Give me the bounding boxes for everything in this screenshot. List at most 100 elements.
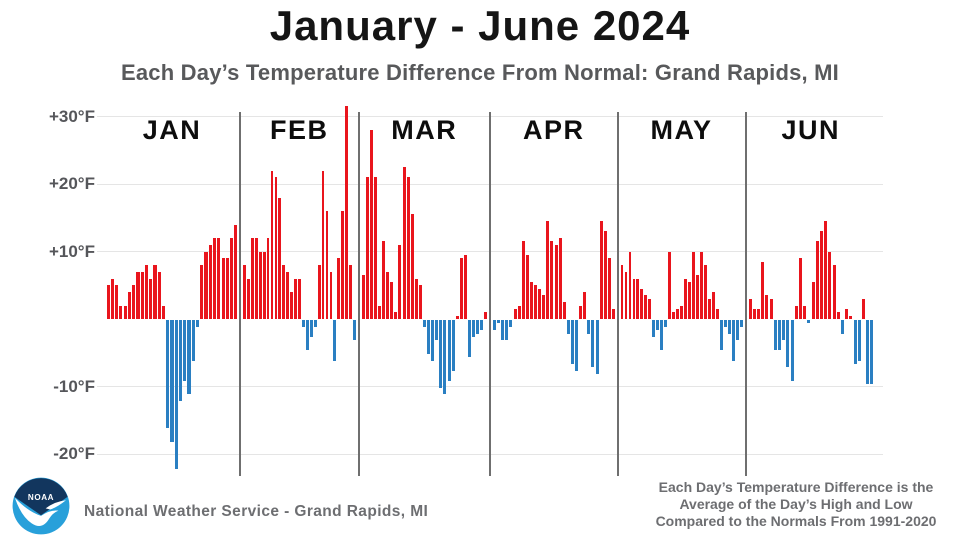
month-divider-3 [489, 112, 491, 476]
month-divider-2 [357, 112, 360, 476]
temp-bar-may-13 [668, 251, 672, 319]
temp-bar-apr-7 [517, 305, 521, 319]
temp-bar-mar-19 [435, 320, 439, 341]
temp-bar-mar-11 [402, 167, 406, 319]
temp-bar-apr-21 [575, 320, 579, 371]
month-divider-4 [616, 112, 619, 476]
temp-bar-mar-13 [410, 214, 414, 319]
temp-bar-mar-18 [431, 320, 435, 361]
temp-bar-mar-8 [390, 281, 394, 319]
temp-bar-jan-23 [200, 265, 204, 319]
temp-bar-apr-15 [550, 241, 554, 319]
temp-bar-mar-2 [365, 177, 369, 319]
temp-bar-feb-20 [317, 265, 321, 319]
month-label-jan: JAN [142, 115, 202, 145]
temp-bar-jun-12 [794, 305, 798, 319]
temp-bar-jun-21 [832, 265, 836, 319]
temp-bar-apr-22 [579, 305, 583, 319]
temp-bar-apr-29 [607, 258, 611, 319]
temp-bar-jun-30 [870, 320, 874, 385]
temp-bar-may-26 [720, 320, 724, 351]
temp-bar-jun-8 [777, 320, 782, 351]
temp-bar-mar-29 [476, 320, 480, 334]
temp-bar-jun-26 [853, 320, 857, 364]
temp-bar-apr-23 [583, 292, 587, 319]
temp-bar-mar-7 [386, 271, 390, 319]
temp-bar-may-27 [724, 320, 727, 327]
temp-bar-feb-27 [345, 106, 349, 319]
temp-bar-mar-28 [472, 320, 476, 337]
temp-bar-feb-24 [333, 320, 337, 361]
noaa-logo-text: NOAA [28, 493, 54, 502]
temp-bar-feb-1 [243, 265, 246, 319]
temp-bar-jun-28 [861, 298, 866, 319]
temp-bar-mar-4 [373, 177, 377, 319]
temp-bar-may-7 [644, 295, 648, 319]
footer-note: Each Day’s Temperature Difference is the… [640, 479, 952, 530]
temp-bar-feb-2 [246, 278, 250, 319]
temp-bar-mar-23 [451, 320, 455, 371]
y-axis-tick-20F: +20°F [48, 174, 95, 193]
temp-bar-feb-8 [270, 170, 274, 319]
temp-bar-apr-16 [554, 244, 558, 319]
temp-bar-jun-20 [828, 251, 832, 319]
temp-bar-jan-13 [157, 271, 161, 319]
temp-bar-feb-12 [286, 271, 290, 319]
temp-bar-jun-24 [845, 308, 849, 319]
temp-bar-feb-9 [274, 177, 278, 319]
temp-bar-feb-17 [305, 320, 309, 351]
temp-bar-feb-13 [290, 292, 294, 319]
temp-bar-apr-24 [587, 320, 591, 334]
temp-bar-jan-6 [127, 292, 131, 319]
temp-bar-apr-13 [542, 295, 546, 319]
temp-bar-may-5 [636, 278, 640, 319]
temp-bar-mar-20 [439, 320, 443, 388]
temp-bar-jun-23 [840, 320, 845, 334]
temp-bar-may-6 [640, 288, 644, 319]
y-axis-tick--10F: -10°F [53, 376, 95, 396]
page-title: January - June 2024 [269, 2, 691, 49]
temp-bar-jun-22 [836, 312, 840, 319]
temp-bar-mar-15 [418, 285, 422, 319]
temp-bar-may-20 [696, 275, 700, 319]
temp-bar-apr-8 [521, 241, 525, 319]
temp-bar-apr-4 [505, 320, 509, 341]
temp-bar-may-28 [728, 320, 731, 334]
temp-bar-jun-7 [773, 320, 777, 351]
temp-bar-may-14 [672, 312, 676, 319]
temp-bar-feb-15 [298, 278, 301, 319]
temp-bar-mar-3 [369, 130, 373, 319]
temp-bar-jan-30 [230, 238, 234, 319]
temp-bar-jan-25 [208, 244, 212, 319]
temp-bar-may-3 [628, 251, 632, 319]
temp-bar-jan-1 [106, 285, 110, 319]
footer-note-line-2: Average of the Day’s High and Low [679, 496, 913, 512]
temp-bar-jun-11 [790, 320, 794, 381]
temp-bar-jan-20 [187, 320, 191, 395]
temp-bar-may-17 [684, 278, 688, 319]
temp-bar-jan-14 [161, 305, 166, 319]
temp-bar-mar-26 [463, 254, 467, 319]
temp-bar-feb-28 [349, 265, 353, 319]
temp-bar-jan-10 [144, 265, 149, 319]
temp-bar-feb-25 [337, 258, 341, 319]
temp-bar-may-8 [648, 298, 652, 319]
y-axis-tick--20F: -20°F [53, 444, 95, 463]
temp-bar-jun-29 [866, 320, 870, 385]
temp-bar-feb-19 [313, 320, 317, 327]
temp-bar-mar-9 [394, 312, 398, 319]
temp-bar-jan-28 [221, 258, 225, 319]
temp-bar-may-11 [660, 320, 664, 351]
month-label-apr: APR [522, 115, 585, 145]
temp-bar-mar-14 [414, 278, 418, 319]
temp-bar-may-23 [708, 298, 712, 319]
temp-bar-jan-4 [119, 305, 123, 319]
temp-bar-jun-17 [815, 241, 819, 319]
temp-bar-may-22 [704, 265, 708, 319]
temp-bar-jun-13 [798, 258, 803, 319]
temp-bar-jun-3 [756, 308, 761, 319]
temp-bar-may-18 [688, 281, 692, 319]
temp-bar-feb-16 [302, 320, 305, 327]
temp-bar-jan-8 [136, 271, 140, 319]
temp-bar-mar-22 [447, 320, 451, 381]
